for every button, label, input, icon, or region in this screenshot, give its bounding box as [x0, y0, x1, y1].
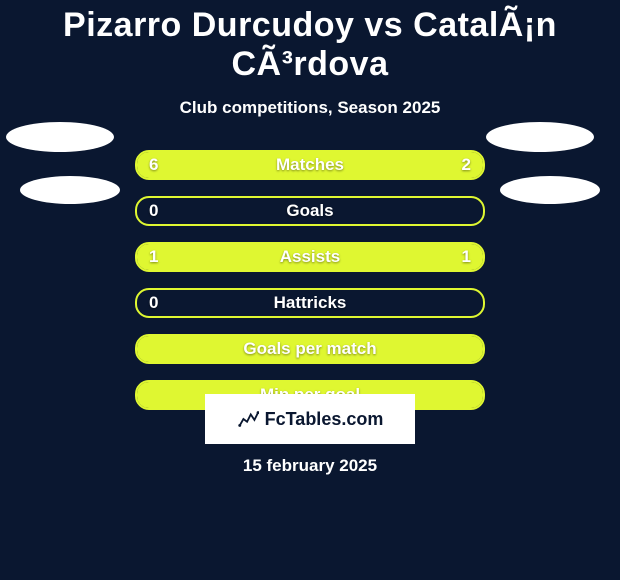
metric-bar-left	[137, 244, 310, 270]
metric-bar-left	[137, 152, 386, 178]
source-badge: FcTables.com	[205, 394, 415, 444]
side-ellipse	[486, 122, 594, 152]
metric-bar-right	[310, 244, 483, 270]
page-title: Pizarro Durcudoy vs CatalÃ¡n CÃ³rdova	[0, 0, 620, 84]
side-ellipse	[6, 122, 114, 152]
metric-row-goals-per-match: Goals per match	[0, 334, 620, 380]
comparison-card: Pizarro Durcudoy vs CatalÃ¡n CÃ³rdova Cl…	[0, 0, 620, 580]
metric-bar-right	[386, 152, 483, 178]
source-badge-text: FcTables.com	[265, 409, 384, 430]
metric-row-hattricks: 0 Hattricks	[0, 288, 620, 334]
metric-track	[135, 196, 485, 226]
metric-track	[135, 150, 485, 180]
side-ellipse	[20, 176, 120, 204]
date-label: 15 february 2025	[0, 456, 620, 476]
fctables-icon	[237, 408, 259, 430]
metric-row-goals: 0 Goals	[0, 196, 620, 242]
side-ellipse	[500, 176, 600, 204]
metric-bar-left	[137, 336, 483, 362]
metric-row-assists: 1 1 Assists	[0, 242, 620, 288]
metric-track	[135, 242, 485, 272]
metric-track	[135, 288, 485, 318]
metric-track	[135, 334, 485, 364]
page-subtitle: Club competitions, Season 2025	[0, 98, 620, 118]
